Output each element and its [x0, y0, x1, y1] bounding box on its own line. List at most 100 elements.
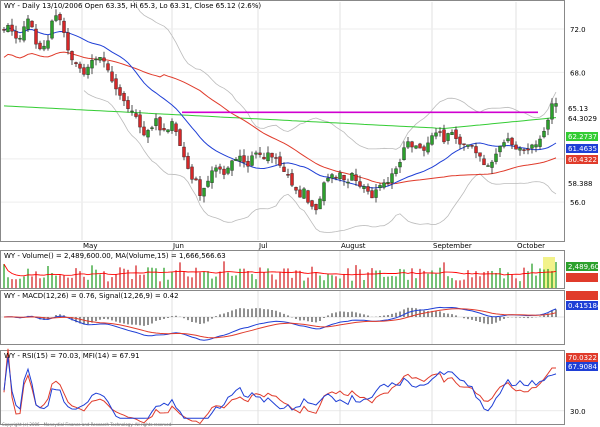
candle-body — [62, 20, 66, 33]
candle-body — [174, 123, 178, 132]
tag-volume-bg — [566, 262, 598, 271]
tag-close: 65.13 — [568, 105, 588, 113]
candle-body — [122, 93, 126, 102]
candle-body — [478, 152, 482, 157]
tag-rsi-bg — [566, 353, 598, 362]
candle-body — [438, 131, 442, 133]
candle-body — [546, 119, 550, 130]
rsi-title: WY - RSI(15) = 70.03, MFI(14) = 67.91 — [4, 352, 140, 360]
candle-body — [270, 152, 274, 158]
tag-mfi-bg — [566, 362, 598, 371]
candle-body — [374, 189, 378, 198]
tag-macd-bg — [566, 301, 598, 310]
candle-body — [158, 117, 162, 131]
candle-body — [398, 162, 402, 168]
candle-body — [462, 143, 466, 145]
rsi-line — [3, 348, 556, 425]
candle-body — [362, 186, 366, 189]
candle-body — [94, 58, 98, 61]
tag-close-bg — [566, 104, 598, 113]
tag-ma-blue-bg — [566, 144, 598, 153]
candle-body — [178, 129, 182, 146]
candle-body — [370, 190, 374, 199]
candle-body — [250, 155, 254, 166]
candle-body — [358, 181, 362, 187]
candle-body — [418, 143, 422, 149]
candle-body — [42, 45, 46, 50]
tag-ma-red-bg — [566, 155, 598, 164]
tag-ma-blue: 61.4635 — [568, 145, 597, 153]
candle-body — [126, 100, 130, 109]
rsi-y-tick-label: 30.0 — [570, 408, 586, 416]
candle-body — [106, 63, 110, 71]
candle-body — [50, 20, 54, 39]
volume-title: WY - Volume() = 2,489,600.00, MA(Volume,… — [4, 252, 226, 260]
candle-body — [74, 62, 78, 65]
candle-body — [90, 60, 94, 69]
candle-body — [542, 131, 546, 138]
candle-body — [222, 168, 226, 175]
candle-body — [198, 179, 202, 196]
candle-body — [230, 160, 234, 171]
candle-body — [82, 67, 86, 75]
candle-body — [278, 156, 282, 166]
candle-body — [290, 173, 294, 186]
candle-body — [486, 165, 490, 167]
volume-ma-line — [3, 263, 557, 277]
y-tick-label: 56.0 — [570, 199, 586, 207]
candle-body — [406, 141, 410, 148]
candle-body — [426, 142, 430, 153]
candle-body — [410, 141, 414, 148]
candle-body — [194, 178, 198, 181]
candle-body — [302, 188, 306, 199]
candle-body — [490, 161, 494, 168]
y-tick-label: 72.0 — [570, 26, 586, 34]
candle-body — [218, 166, 222, 170]
candle-body — [138, 114, 142, 128]
candle-body — [210, 170, 214, 183]
candle-body — [182, 146, 186, 158]
candle-body — [14, 30, 18, 39]
candle-body — [242, 155, 246, 163]
candle-body — [54, 15, 58, 21]
tag-macd: 0.415184 — [568, 302, 600, 310]
tag-volume-ma-bg — [566, 273, 598, 282]
rsi-panel — [0, 350, 565, 425]
candle-body — [346, 181, 350, 184]
candle-body — [530, 144, 534, 149]
candle-body — [334, 176, 338, 179]
candle-body — [326, 177, 330, 182]
tag-band-low: 58.388 — [568, 180, 593, 188]
candle-body — [202, 187, 206, 197]
candle-body — [482, 158, 486, 166]
candle-body — [494, 153, 498, 162]
candle-body — [382, 182, 386, 188]
candle-body — [22, 26, 26, 41]
candle-body — [282, 166, 286, 172]
candle-body — [310, 200, 314, 207]
candle-body — [394, 168, 398, 174]
candle-body — [226, 167, 230, 174]
candle-body — [162, 128, 166, 131]
candle-body — [470, 145, 474, 147]
grid-lines — [1, 2, 564, 424]
candle-body — [286, 174, 290, 176]
tag-ma-green: 62.2737 — [568, 133, 597, 141]
candle-body — [498, 145, 502, 153]
candle-body — [430, 135, 434, 145]
price-panel — [0, 0, 565, 242]
x-tick-label: August — [341, 242, 366, 250]
candle-body — [262, 156, 266, 160]
candle-body — [142, 126, 146, 136]
x-tick-label: Jun — [172, 242, 184, 250]
candle-body — [2, 29, 6, 31]
candle-body — [338, 172, 342, 180]
candle-body — [38, 42, 42, 50]
candle-body — [26, 18, 30, 30]
volume-panel — [0, 250, 565, 289]
candle-body — [514, 144, 518, 150]
candle-body — [538, 138, 542, 147]
macd-panel — [0, 290, 565, 345]
candle-body — [134, 113, 138, 117]
candle-body — [506, 138, 510, 142]
